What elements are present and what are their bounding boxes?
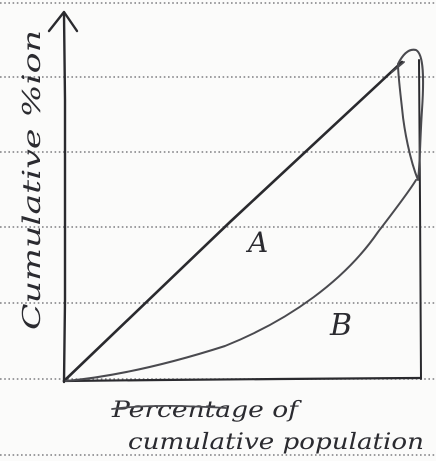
x-axis-label-line2: cumulative population [128,430,424,455]
region-a-label: A [245,226,268,259]
corner-tick-scribble [391,61,405,73]
y-axis-label: Cumulative %ion [18,30,46,330]
y-axis [62,12,67,384]
lorenz-curve [65,179,417,382]
corner-loop-scribble [397,48,425,181]
x-axis [62,376,422,383]
x-axis-label-line1: Percentage of [111,398,303,423]
line-of-equality [62,60,404,383]
region-b-label: B [329,308,352,343]
right-vertical-line [418,59,422,380]
x-axis-label-strikethrough [111,404,227,410]
y-axis-arrowhead [47,10,79,33]
